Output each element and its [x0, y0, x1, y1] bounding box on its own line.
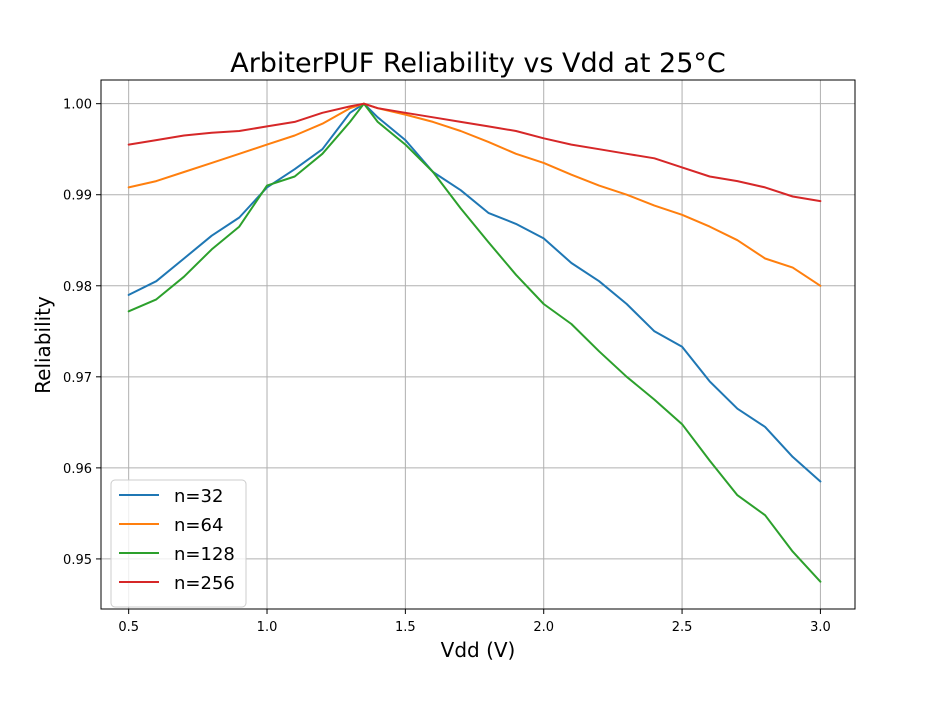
axis-ticks: 0.5 1.0 1.5 2.0 2.5 3.0 0.95 0.96 0.97 0.98 0.99 1.…: [63, 98, 831, 635]
x-tick-label: 3.0: [810, 620, 831, 635]
legend: n=32 n=64 n=128 n=256: [110, 479, 247, 608]
y-tick-label: 0.99: [63, 189, 92, 204]
y-tick-label: 0.98: [63, 280, 92, 295]
series-line-2: [127, 102, 822, 287]
series-line-1: [127, 102, 822, 483]
legend-label: n=64: [174, 515, 223, 536]
legend-label: n=128: [174, 544, 235, 565]
y-tick-label: 1.00: [63, 98, 92, 113]
x-tick-label: 1.5: [395, 620, 416, 635]
grid: [101, 80, 855, 609]
x-tick-label: 0.5: [118, 620, 139, 635]
x-tick-label: 2.5: [672, 620, 693, 635]
x-tick-label: 1.0: [257, 620, 278, 635]
x-tick-label: 2.0: [533, 620, 554, 635]
legend-label: n=256: [174, 573, 235, 594]
plot-frame: [100, 79, 856, 610]
y-axis-title: Reliability: [31, 296, 55, 394]
x-axis-title: Vdd (V): [441, 638, 516, 662]
y-tick-label: 0.95: [63, 553, 92, 568]
legend-label: n=32: [174, 486, 223, 507]
series-line-3: [127, 102, 822, 583]
y-tick-label: 0.97: [63, 371, 92, 386]
legend-box: [110, 479, 247, 608]
chart-title: ArbiterPUF Reliability vs Vdd at 25°C: [230, 48, 726, 79]
y-tick-label: 0.96: [63, 462, 92, 477]
series-lines: [127, 102, 822, 583]
series-line-4: [127, 102, 822, 203]
